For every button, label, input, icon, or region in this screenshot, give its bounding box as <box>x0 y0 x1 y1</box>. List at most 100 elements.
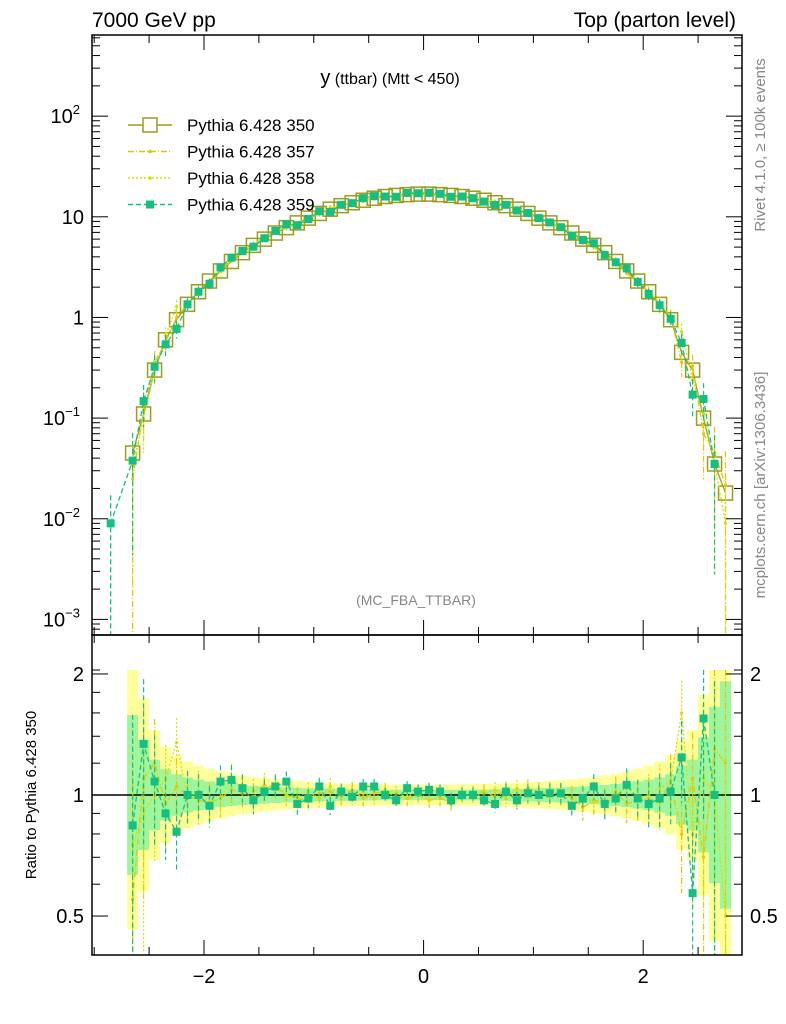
ratio-bands <box>92 670 742 955</box>
data-point <box>531 210 547 226</box>
ratio-point <box>666 787 675 796</box>
ratio-point <box>600 799 609 808</box>
ratio-point <box>427 798 431 802</box>
data-point <box>282 220 291 229</box>
x-tick-label: −2 <box>193 966 216 988</box>
data-point <box>622 264 631 273</box>
data-point <box>597 244 613 261</box>
ratio-point <box>304 794 313 803</box>
data-point <box>436 189 445 198</box>
ratio-point <box>315 782 324 791</box>
ratio-point <box>142 811 146 815</box>
ratio-point <box>326 801 335 810</box>
ratio-point <box>372 791 376 795</box>
data-point <box>271 226 280 235</box>
ratio-point <box>150 777 159 786</box>
ratio-point <box>545 789 554 798</box>
ratio-point <box>688 889 697 898</box>
ratio-point <box>392 796 401 805</box>
data-point <box>600 250 609 259</box>
data-point <box>666 314 675 323</box>
ratio-tick-label: 1 <box>73 785 84 807</box>
plot-title-sub: (ttbar) (Mtt < 450) <box>330 71 459 88</box>
ratio-point <box>194 791 203 799</box>
ratio-point <box>227 775 236 784</box>
data-point <box>304 215 313 224</box>
ratio-point <box>701 855 706 859</box>
data-point <box>328 205 332 209</box>
y-tick-label-base: 1 <box>73 307 84 329</box>
data-point <box>227 253 236 262</box>
data-point <box>479 197 488 206</box>
data-point <box>205 279 214 288</box>
data-point <box>174 315 179 320</box>
y-tick-label: 1 <box>73 307 84 329</box>
ratio-point <box>447 796 456 805</box>
data-point <box>172 324 181 333</box>
data-point <box>425 188 434 197</box>
ratio-point <box>337 787 346 796</box>
data-marks <box>106 186 734 955</box>
ratio-point <box>723 914 728 918</box>
ratio-point <box>260 787 269 796</box>
ratio-point <box>205 801 214 810</box>
ratio-point <box>172 827 181 836</box>
ratio-point <box>581 806 585 810</box>
data-point <box>315 207 324 216</box>
data-point <box>348 199 357 208</box>
y-tick-label-exp: −3 <box>65 605 80 620</box>
data-point <box>161 340 170 349</box>
ratio-point <box>534 791 543 799</box>
data-point <box>447 192 456 201</box>
data-point <box>194 287 203 296</box>
ratio-point <box>567 801 576 810</box>
data-point <box>655 301 664 310</box>
ratio-point <box>359 782 368 791</box>
watermark: (MC_FBA_TTBAR) <box>356 592 476 608</box>
data-point <box>106 519 115 528</box>
data-point <box>607 253 624 270</box>
y-tick-label-base: 10 <box>62 207 84 229</box>
data-point <box>370 192 379 201</box>
mcplots-label: mcplots.cern.ch [arXiv:1306.3436] <box>752 372 769 599</box>
data-point <box>611 258 620 267</box>
data-point <box>183 300 192 309</box>
x-tick-label: 2 <box>638 966 649 988</box>
y-tick-label-exp: 2 <box>73 102 80 117</box>
ratio-point <box>293 799 302 808</box>
ratio-tick-label: 2 <box>73 664 84 686</box>
header-right: Top (parton level) <box>574 9 736 32</box>
data-point <box>293 221 302 230</box>
ratio-point <box>699 714 708 723</box>
data-point <box>392 192 401 201</box>
y-tick-label-exp: −2 <box>65 505 80 520</box>
data-point <box>403 188 412 197</box>
ratio-point <box>493 788 497 792</box>
data-point <box>128 456 137 465</box>
data-point <box>578 236 587 245</box>
y-tick-label-base: 10 <box>43 509 65 531</box>
ratio-point <box>680 711 684 715</box>
y-tick-label-exp: −1 <box>65 404 80 419</box>
ratio-tick-label: 2 <box>750 664 761 686</box>
y-tick-label: 10−1 <box>43 404 80 430</box>
data-point <box>556 223 565 232</box>
ratio-point <box>611 794 620 803</box>
data-point <box>680 330 684 334</box>
y-tick-label-base: 10 <box>43 408 65 430</box>
data-point <box>267 225 284 241</box>
series-line <box>110 192 716 524</box>
ratio-tick-label: 0.5 <box>56 906 84 928</box>
series-358 <box>131 191 728 955</box>
data-point <box>688 390 697 399</box>
data-point <box>723 521 728 525</box>
ratio-point <box>501 787 510 796</box>
data-point <box>567 231 576 240</box>
ratio-point <box>381 791 390 799</box>
ratio-point <box>523 789 532 798</box>
data-point <box>249 242 258 251</box>
legend-marker <box>148 149 152 154</box>
ratio-point <box>414 787 423 796</box>
ratio-point <box>490 799 499 808</box>
